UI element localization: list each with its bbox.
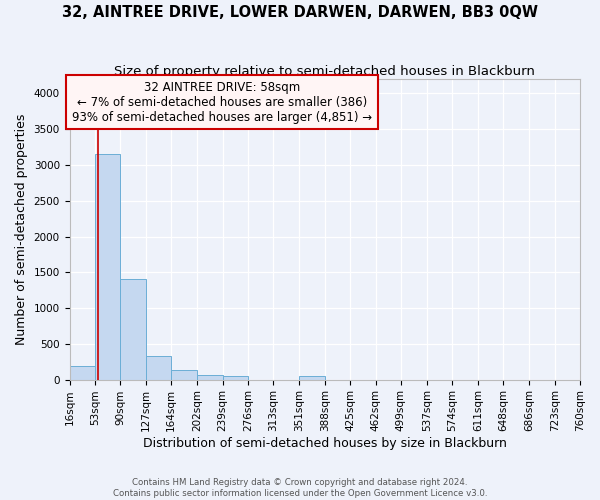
Bar xyxy=(146,356,171,380)
Bar xyxy=(223,376,248,380)
Text: Contains HM Land Registry data © Crown copyright and database right 2024.
Contai: Contains HM Land Registry data © Crown c… xyxy=(113,478,487,498)
Text: 32, AINTREE DRIVE, LOWER DARWEN, DARWEN, BB3 0QW: 32, AINTREE DRIVE, LOWER DARWEN, DARWEN,… xyxy=(62,5,538,20)
Y-axis label: Number of semi-detached properties: Number of semi-detached properties xyxy=(15,114,28,345)
Bar xyxy=(299,376,325,380)
Bar xyxy=(70,366,95,380)
Bar xyxy=(121,280,146,380)
Bar xyxy=(197,376,223,380)
Bar xyxy=(171,370,197,380)
X-axis label: Distribution of semi-detached houses by size in Blackburn: Distribution of semi-detached houses by … xyxy=(143,437,507,450)
Title: Size of property relative to semi-detached houses in Blackburn: Size of property relative to semi-detach… xyxy=(115,65,535,78)
Bar xyxy=(95,154,121,380)
Text: 32 AINTREE DRIVE: 58sqm
← 7% of semi-detached houses are smaller (386)
93% of se: 32 AINTREE DRIVE: 58sqm ← 7% of semi-det… xyxy=(72,80,372,124)
